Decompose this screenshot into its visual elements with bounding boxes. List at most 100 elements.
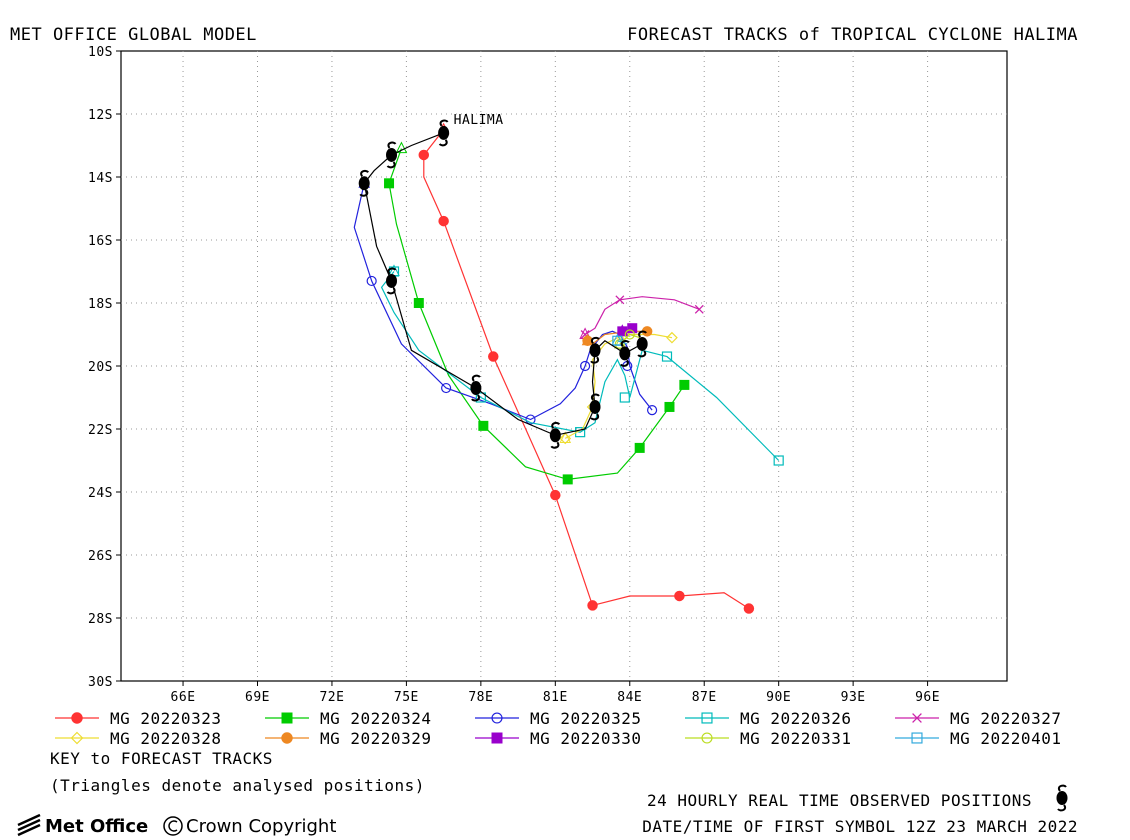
- forecast-track: [353, 176, 658, 425]
- y-tick-label: 24S: [88, 486, 113, 501]
- track-point: [679, 379, 690, 390]
- first-symbol-datetime: DATE/TIME OF FIRST SYMBOL 12Z 23 MARCH 2…: [642, 817, 1078, 836]
- cyclone-symbol: [470, 374, 482, 402]
- x-tick-label: 69E: [245, 690, 270, 705]
- cyclone-symbol-body: [386, 273, 398, 288]
- track-point: [661, 351, 673, 362]
- cyclone-symbol-arm: [359, 189, 369, 197]
- track-point: [912, 713, 922, 723]
- legend-item: MG 20220328: [55, 729, 221, 748]
- cyclone-symbol: [636, 330, 648, 358]
- cyclone-symbol-body: [549, 428, 561, 443]
- track-point: [559, 432, 572, 445]
- cyclone-symbol-body: [386, 147, 398, 162]
- track-point: [488, 351, 499, 362]
- track-point: [413, 298, 424, 308]
- observed-positions-label: 24 HOURLY REAL TIME OBSERVED POSITIONS: [647, 791, 1032, 810]
- cyclone-symbol-body: [470, 381, 482, 396]
- cyclone-symbol-body: [358, 176, 370, 191]
- track-point: [438, 215, 449, 227]
- track-point: [911, 732, 923, 744]
- y-tick-label: 16S: [88, 234, 113, 249]
- cyclone-symbol-arm: [619, 359, 629, 367]
- track-point: [701, 712, 713, 724]
- track-point: [582, 335, 593, 347]
- track-line: [353, 183, 653, 421]
- brand-name: Met Office: [45, 816, 148, 837]
- x-tick-label: 87E: [692, 690, 717, 705]
- cyclone-symbol-arm: [551, 421, 561, 429]
- y-tick-label: 20S: [88, 360, 113, 375]
- cyclone-symbol-arm: [550, 441, 560, 449]
- legend-item: MG 20220325: [475, 709, 641, 728]
- track-line: [423, 129, 750, 610]
- x-tick-label: 84E: [617, 690, 642, 705]
- track-line: [388, 148, 685, 481]
- cyclone-symbol: [386, 267, 398, 295]
- analysed-position-triangle: [559, 431, 572, 443]
- track-point: [281, 732, 293, 744]
- cyclone-symbol-body: [636, 336, 648, 351]
- forecast-track: [384, 141, 690, 485]
- axis-ticks: 66E 69E 72E 75E 78E 81E 84E 87E 90E 93E 96E 10S 12S 1…: [88, 45, 940, 705]
- cyclone-symbol-icon: [1056, 784, 1068, 812]
- forecast-track: [616, 323, 638, 337]
- y-tick-label: 22S: [88, 423, 113, 438]
- track-point: [664, 401, 675, 412]
- legend-item: MG 20220326: [685, 709, 851, 728]
- x-tick-label: 78E: [468, 690, 493, 705]
- track-point: [619, 392, 630, 403]
- legend-item: MG 20220324: [265, 709, 431, 728]
- plot-frame: [120, 50, 1008, 682]
- track-point: [70, 731, 84, 745]
- cyclone-symbol-arm: [590, 393, 600, 401]
- analysed-position-triangle: [395, 141, 408, 154]
- cyclone-symbol-arm: [387, 141, 397, 149]
- track-point: [491, 732, 503, 744]
- x-tick-label: 66E: [171, 690, 196, 705]
- track-point: [615, 295, 625, 305]
- cyclone-symbol-body: [589, 343, 601, 358]
- cyclone-symbol-arm: [590, 413, 600, 421]
- track-point: [579, 360, 591, 372]
- track-point: [281, 712, 293, 724]
- y-tick-label: 10S: [88, 45, 113, 60]
- copyright-text: Crown Copyright: [186, 816, 336, 837]
- track-point: [71, 712, 83, 724]
- track-point: [743, 603, 755, 614]
- cyclone-symbol-arm: [386, 161, 396, 169]
- track-point: [441, 382, 452, 394]
- legend-label: MG 20220326: [740, 709, 851, 728]
- cyclone-symbol-arm: [360, 169, 370, 177]
- track-point: [701, 732, 713, 744]
- y-tick-label: 26S: [88, 549, 113, 564]
- forecast-tracks: [353, 122, 784, 614]
- track-point: [562, 474, 573, 485]
- legend-label: MG 20220325: [530, 709, 641, 728]
- forecast-track: [581, 326, 653, 347]
- track-point: [647, 405, 658, 416]
- cyclone-symbol: [619, 340, 631, 367]
- track-point: [694, 304, 704, 314]
- cyclone-symbol-arm: [638, 330, 648, 338]
- track-point: [587, 600, 598, 611]
- cyclone-symbol-arm: [386, 287, 396, 295]
- x-tick-label: 96E: [915, 690, 940, 705]
- copyright-icon: [163, 816, 183, 836]
- forecast-track: [559, 328, 678, 445]
- cyclone-symbol-arm: [471, 374, 481, 382]
- legend-label: MG 20220327: [950, 709, 1061, 728]
- legend-label: MG 20220401: [950, 729, 1061, 748]
- cyclone-symbol: [549, 421, 561, 449]
- track-point: [366, 275, 377, 287]
- x-tick-label: 72E: [319, 690, 344, 705]
- cyclone-symbol-arm: [590, 356, 600, 364]
- met-office-logo-icon: [17, 813, 41, 837]
- y-tick-label: 14S: [88, 171, 113, 186]
- y-tick-label: 30S: [88, 675, 113, 690]
- legend-item: MG 20220330: [475, 729, 641, 748]
- cyclone-symbol: [589, 336, 601, 364]
- cyclone-symbol-body: [438, 125, 450, 140]
- grid: [121, 51, 1007, 681]
